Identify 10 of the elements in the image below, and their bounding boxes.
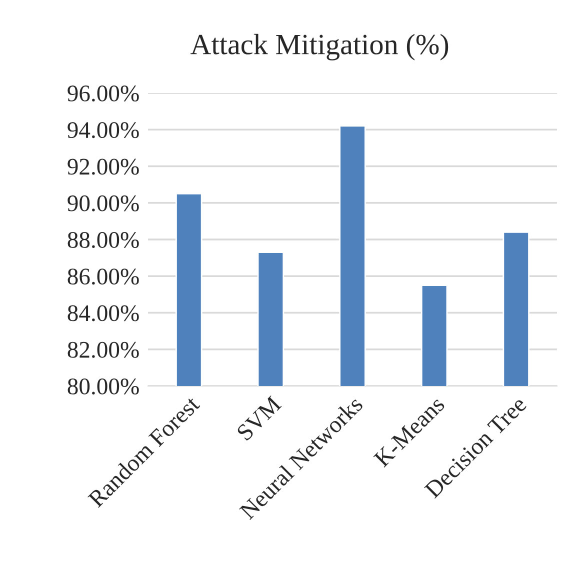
y-tick-label: 86.00% bbox=[68, 268, 139, 285]
y-tick-label: 92.00% bbox=[68, 158, 139, 175]
y-tick-label: 90.00% bbox=[68, 195, 139, 212]
y-tick-label: 88.00% bbox=[68, 232, 139, 248]
y-tick-label: 96.00% bbox=[68, 85, 139, 102]
y-tick-label: 94.00% bbox=[68, 122, 139, 138]
y-tick-label: 82.00% bbox=[68, 342, 139, 358]
y-tick-label: 84.00% bbox=[68, 305, 139, 322]
y-tick-label: 80.00% bbox=[68, 378, 139, 395]
chart-title: Attack Mitigation (%) bbox=[190, 34, 448, 60]
